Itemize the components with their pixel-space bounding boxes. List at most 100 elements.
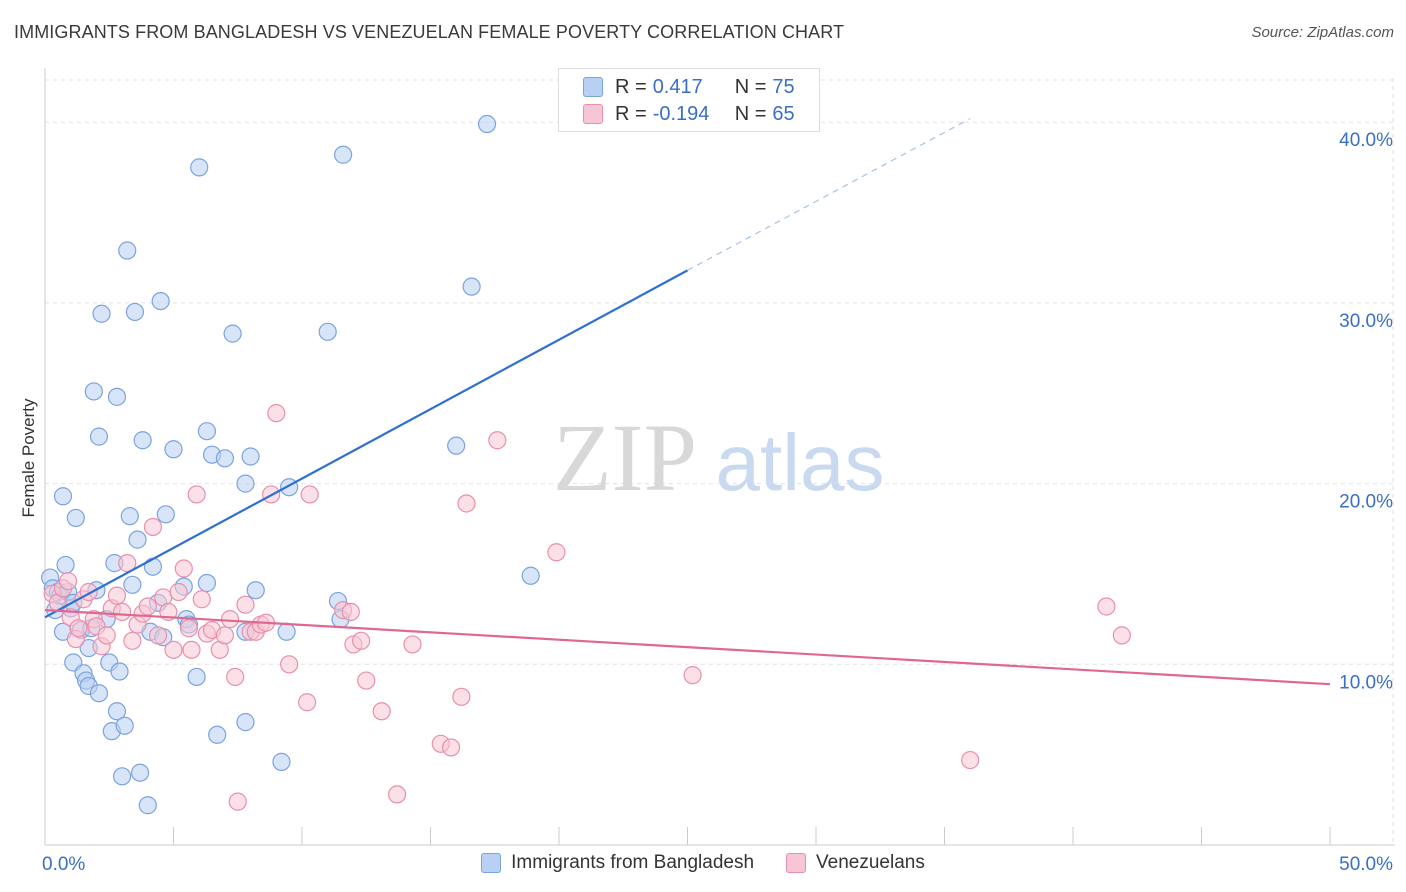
- point-bangladesh: [110, 662, 129, 681]
- point-bangladesh: [272, 752, 291, 771]
- point-venezuelans: [174, 559, 193, 578]
- point-bangladesh: [66, 508, 85, 528]
- point-bangladesh: [190, 158, 209, 177]
- point-venezuelans: [164, 640, 183, 659]
- legend-r-value: 0.417: [652, 75, 703, 98]
- point-venezuelans: [236, 595, 255, 614]
- point-bangladesh: [223, 324, 242, 343]
- point-venezuelans: [220, 610, 240, 629]
- point-venezuelans: [123, 631, 142, 650]
- point-venezuelans: [298, 693, 317, 712]
- y-axis-label: Female Poverty: [19, 398, 38, 518]
- watermark: ZIP atlas: [553, 404, 884, 511]
- y-tick-label: 20.0%: [1339, 492, 1393, 513]
- point-bangladesh: [521, 566, 540, 585]
- point-venezuelans: [267, 404, 286, 423]
- point-bangladesh: [447, 436, 466, 455]
- point-venezuelans: [182, 640, 201, 659]
- point-bangladesh: [197, 422, 217, 441]
- legend-row-venezuelans: R = -0.194 N = 65: [583, 101, 795, 127]
- point-bangladesh: [187, 667, 206, 687]
- point-venezuelans: [547, 543, 566, 562]
- point-venezuelans: [341, 602, 360, 622]
- series-legend: Immigrants from Bangladesh Venezuelans: [0, 852, 1406, 874]
- point-bangladesh: [197, 573, 217, 593]
- point-bangladesh: [89, 427, 109, 446]
- point-bangladesh: [318, 322, 337, 341]
- source-label: Source: ZipAtlas.com: [1251, 24, 1394, 41]
- point-bangladesh: [125, 302, 145, 322]
- point-venezuelans: [59, 572, 78, 591]
- point-venezuelans: [280, 655, 299, 674]
- trend-line-venezuelans: [44, 608, 1331, 686]
- point-venezuelans: [961, 750, 980, 770]
- legend-r-value: -0.194: [652, 102, 710, 125]
- point-bangladesh: [156, 505, 175, 524]
- point-bangladesh: [133, 431, 152, 450]
- point-bangladesh: [462, 277, 481, 296]
- y-tick-label: 40.0%: [1339, 130, 1393, 151]
- point-bangladesh: [128, 530, 147, 549]
- point-venezuelans: [179, 619, 199, 638]
- point-venezuelans: [226, 667, 245, 687]
- legend-label-venezuelans: Venezuelans: [816, 852, 925, 873]
- legend-r-label: R =: [615, 75, 647, 98]
- point-venezuelans: [69, 619, 88, 638]
- point-venezuelans: [1112, 626, 1131, 645]
- legend-swatch-bangladesh: [583, 77, 603, 97]
- watermark-zip: ZIP: [553, 404, 697, 511]
- point-bangladesh: [107, 387, 127, 406]
- point-venezuelans: [192, 590, 211, 609]
- point-venezuelans: [148, 626, 168, 645]
- point-bangladesh: [143, 557, 163, 576]
- point-venezuelans: [452, 687, 471, 706]
- point-venezuelans: [441, 738, 461, 757]
- point-bangladesh: [477, 114, 497, 134]
- point-bangladesh: [115, 716, 134, 735]
- point-venezuelans: [215, 626, 234, 645]
- point-venezuelans: [138, 597, 157, 616]
- point-venezuelans: [357, 671, 376, 690]
- point-venezuelans: [107, 586, 127, 605]
- point-venezuelans: [372, 702, 391, 721]
- point-venezuelans: [118, 554, 137, 573]
- point-venezuelans: [403, 635, 422, 654]
- legend-n-label: N =: [734, 102, 767, 125]
- point-bangladesh: [151, 292, 170, 311]
- legend-swatch-venezuelans: [786, 853, 807, 873]
- legend-swatch-bangladesh: [481, 853, 502, 873]
- legend-n-value: 75: [772, 75, 795, 98]
- tick-labels: 10.0% 20.0% 30.0% 40.0% 0.0% 50.0%: [42, 130, 1393, 875]
- legend-row-bangladesh: R = 0.417 N = 75: [583, 74, 795, 100]
- point-bangladesh: [56, 555, 75, 575]
- x-tick-label: 50.0%: [1339, 854, 1393, 875]
- point-bangladesh: [246, 581, 265, 600]
- point-bangladesh: [107, 702, 127, 721]
- point-bangladesh: [123, 575, 142, 594]
- point-bangladesh: [84, 382, 103, 401]
- legend-n-label: N =: [734, 75, 767, 98]
- point-venezuelans: [112, 602, 132, 622]
- point-bangladesh: [130, 763, 150, 782]
- point-bangladesh: [208, 725, 227, 744]
- point-bangladesh: [138, 796, 157, 815]
- legend-r-label: R =: [615, 102, 647, 125]
- point-venezuelans: [1097, 597, 1116, 616]
- correlation-legend: R = 0.417 N = 75 R = -0.194 N = 65: [558, 68, 820, 132]
- chart-title: IMMIGRANTS FROM BANGLADESH VS VENEZUELAN…: [14, 22, 845, 42]
- point-bangladesh: [236, 474, 255, 493]
- point-venezuelans: [352, 631, 371, 650]
- trend-line-extension: [687, 118, 971, 271]
- point-bangladesh: [215, 449, 234, 468]
- point-venezuelans: [228, 792, 247, 811]
- point-bangladesh: [164, 440, 183, 459]
- legend-swatch-venezuelans: [583, 104, 603, 124]
- point-bangladesh: [89, 684, 109, 703]
- point-venezuelans: [457, 494, 476, 513]
- point-bangladesh: [120, 507, 139, 526]
- point-bangladesh: [241, 447, 260, 466]
- point-venezuelans: [187, 485, 206, 504]
- point-venezuelans: [387, 785, 407, 804]
- legend-n-value: 65: [772, 102, 795, 125]
